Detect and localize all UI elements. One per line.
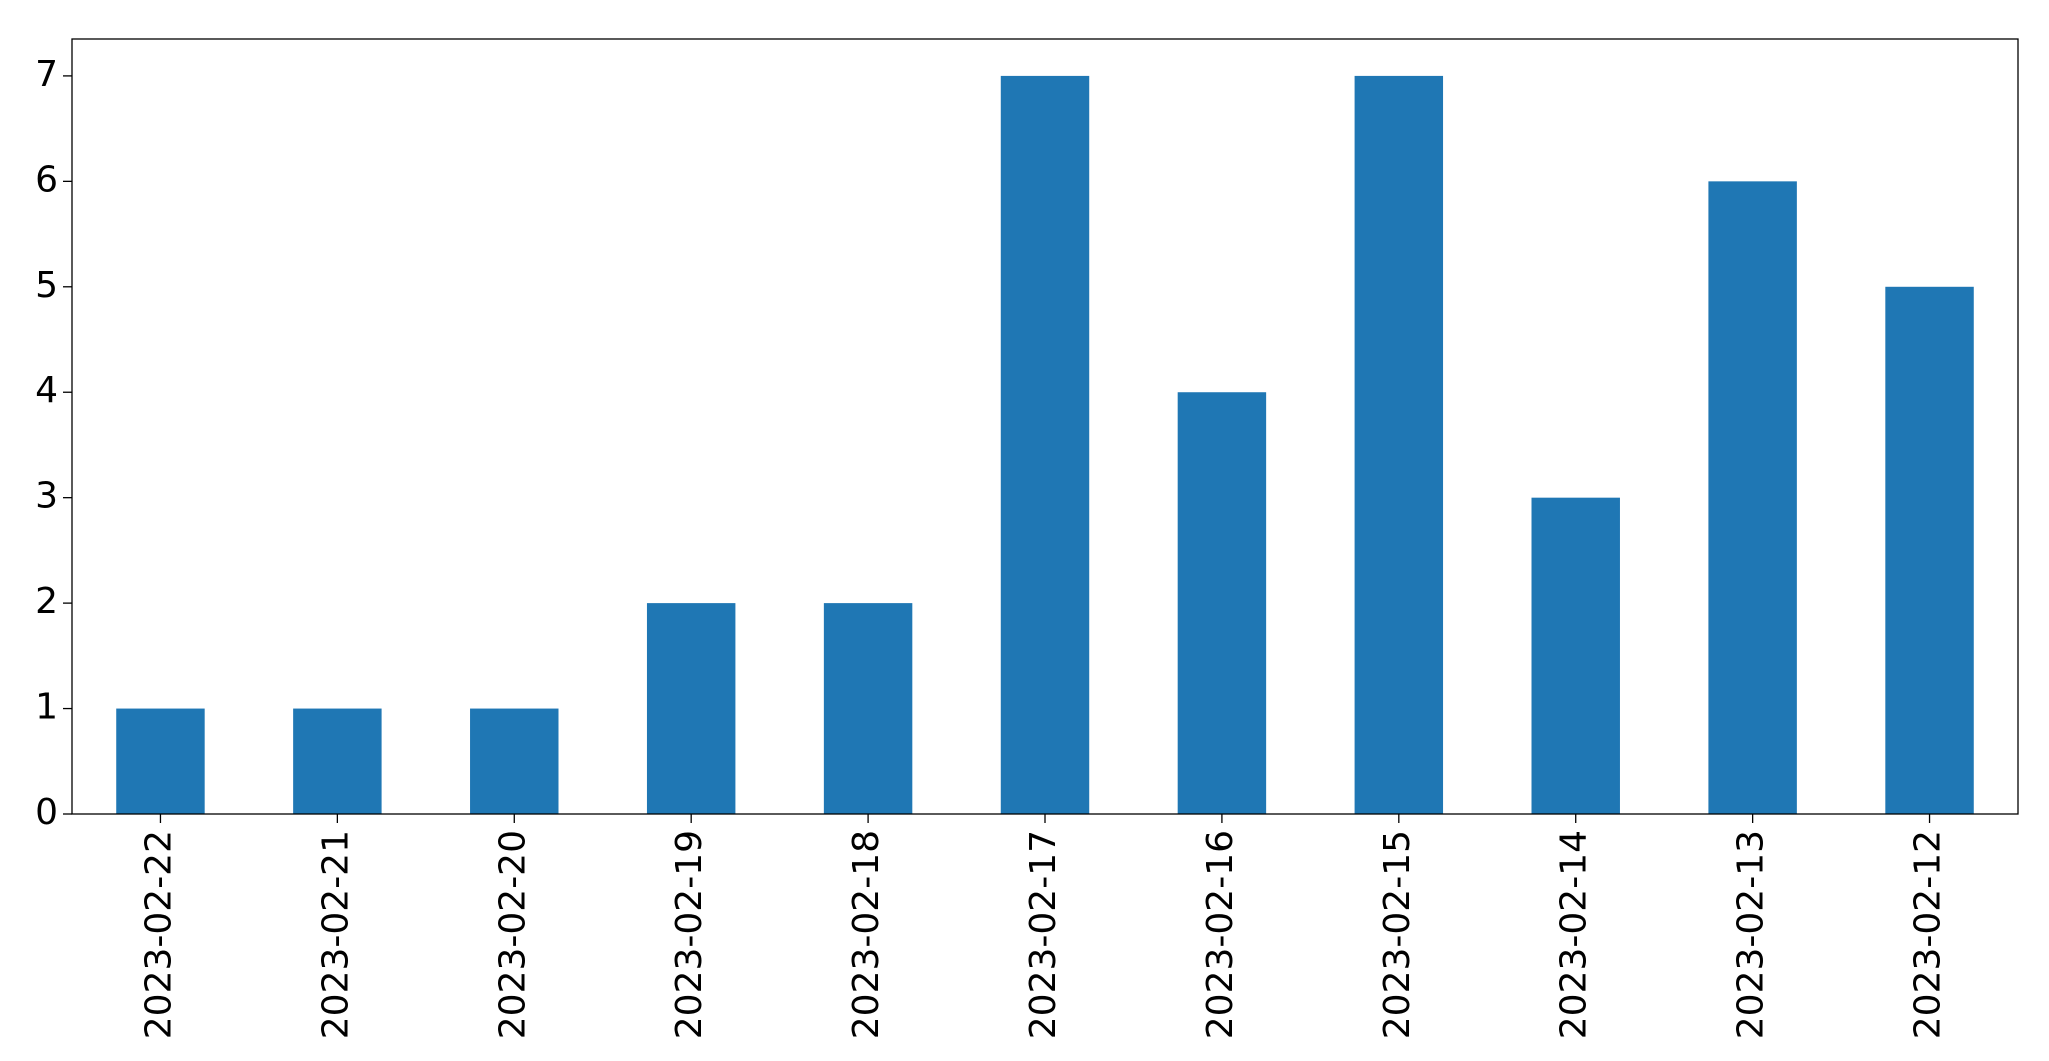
y-tick-label: 7 <box>35 54 58 95</box>
bar <box>823 603 913 814</box>
bar <box>1177 392 1267 814</box>
y-tick-label: 4 <box>35 370 58 411</box>
y-tick-label: 2 <box>35 581 58 622</box>
x-tick-label: 2023-02-13 <box>1731 830 1772 1039</box>
x-tick-label: 2023-02-16 <box>1200 830 1241 1039</box>
axes-frame <box>71 38 2019 815</box>
y-tick-label: 6 <box>35 159 58 200</box>
y-tick-label: 1 <box>35 687 58 728</box>
bar <box>1885 286 1974 814</box>
bar <box>1708 181 1797 815</box>
x-tick-label: 2023-02-22 <box>138 830 179 1039</box>
bar <box>1000 75 1090 814</box>
x-tick-label: 2023-02-17 <box>1023 830 1064 1039</box>
x-tick-label: 2023-02-19 <box>669 830 710 1039</box>
bar <box>116 708 205 814</box>
y-tick-label: 0 <box>35 792 58 833</box>
x-tick-label: 2023-02-15 <box>1377 830 1418 1039</box>
bar <box>470 708 559 814</box>
y-tick-label: 5 <box>35 265 58 306</box>
x-tick-label: 2023-02-14 <box>1554 830 1595 1039</box>
x-tick-label: 2023-02-21 <box>315 830 356 1039</box>
bar <box>646 603 736 814</box>
bar <box>1354 75 1444 814</box>
x-tick-label: 2023-02-18 <box>846 830 887 1039</box>
bar <box>1531 497 1620 814</box>
x-tick-label: 2023-02-20 <box>492 830 533 1039</box>
y-tick-label: 3 <box>35 476 58 517</box>
bar <box>293 708 382 814</box>
x-tick-label: 2023-02-12 <box>1908 830 1949 1039</box>
